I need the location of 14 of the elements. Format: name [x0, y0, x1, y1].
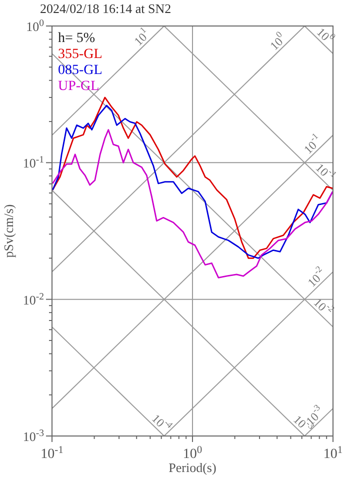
y-tick-label: 10$^{-2}$: [22, 290, 44, 308]
y-tick-label: 10$^{0}$: [26, 18, 44, 34]
text: UP-GL: [58, 79, 100, 94]
x-tick-label: 10$^{0}$: [182, 444, 202, 462]
y-tick-label: 10$^{-1}$: [22, 154, 44, 171]
text: 355-GL: [58, 47, 102, 62]
x-axis-title: Period(s): [168, 460, 216, 475]
annotation: h= 5%: [58, 31, 96, 46]
y-axis-title: pSv(cm/s): [1, 204, 16, 258]
series-label: 085-GL: [58, 63, 102, 78]
y-tick-label: 10$^{-3}$: [22, 428, 44, 444]
chart-title: 2024/02/18 16:14 at SN2: [40, 1, 172, 16]
x-tick-label: 10$^{-1}$: [40, 444, 64, 462]
x-tick-label: 10$^{1}$: [323, 444, 343, 462]
